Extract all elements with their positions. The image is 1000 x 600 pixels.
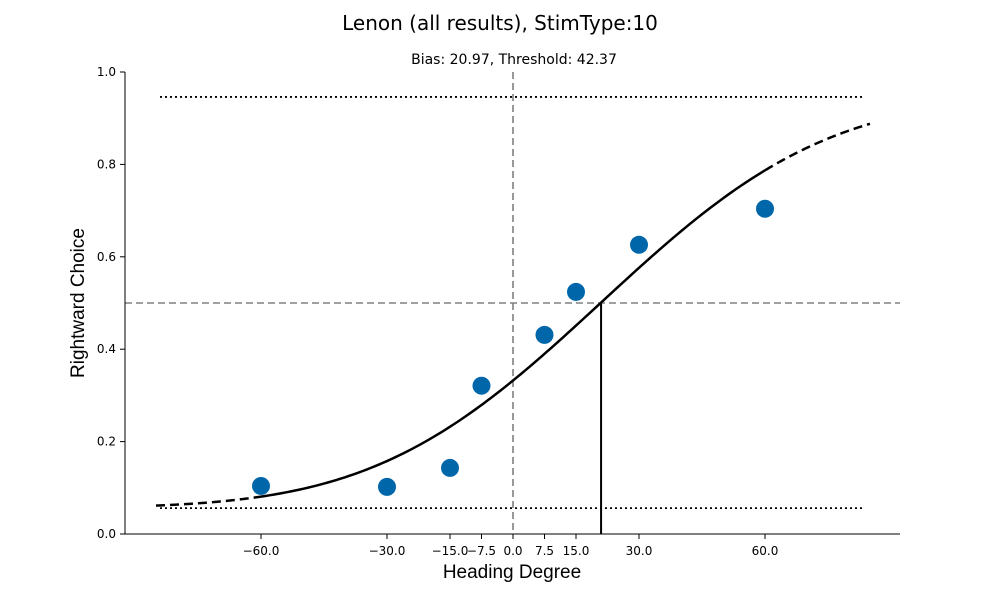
x-tick-label: 0.0 — [503, 544, 522, 558]
data-points — [252, 199, 774, 496]
data-point — [756, 199, 774, 218]
data-point — [535, 325, 554, 344]
x-tick-label: −30.0 — [369, 544, 406, 558]
data-point — [378, 477, 396, 496]
y-axis-label: Rightward Choice — [68, 228, 89, 378]
x-axis-label: Heading Degree — [443, 562, 581, 583]
chart-subtitle: Bias: 20.97, Threshold: 42.37 — [411, 52, 617, 68]
y-tick-label: 0.8 — [97, 157, 116, 171]
x-tick-label: 30.0 — [626, 544, 653, 558]
fit-curve-right-extrapolation — [764, 122, 871, 172]
y-tick-label: 0.2 — [97, 435, 116, 449]
y-tick-label: 1.0 — [97, 65, 116, 79]
x-tick-label: 60.0 — [752, 544, 779, 558]
fit-curve-left-extrapolation — [155, 495, 262, 507]
x-tick-label: 7.5 — [535, 544, 554, 558]
reference-lines — [125, 72, 900, 534]
y-tick-label: 0.4 — [97, 342, 116, 356]
data-point — [630, 235, 648, 254]
x-tick-label: −15.0 — [432, 544, 469, 558]
x-tick-label: −7.5 — [467, 544, 496, 558]
x-tick-label: 15.0 — [563, 544, 590, 558]
data-point — [252, 476, 270, 495]
data-point — [472, 376, 491, 395]
data-point — [567, 282, 585, 301]
x-ticks: −60.0 −30.0 −15.0−7.5 0.0 7.5 15.0 30.0 60.0 — [243, 534, 779, 558]
fit-curve-solid — [260, 169, 766, 498]
x-tick-label: −60.0 — [243, 544, 280, 558]
fit-curve — [155, 122, 871, 507]
y-ticks: 0.0 0.2 0.4 0.6 0.8 1.0 — [97, 65, 125, 541]
y-tick-label: 0.0 — [97, 527, 116, 541]
data-point — [441, 458, 459, 477]
y-tick-label: 0.6 — [97, 250, 116, 264]
chart-title: Lenon (all results), StimType:10 — [342, 11, 658, 35]
